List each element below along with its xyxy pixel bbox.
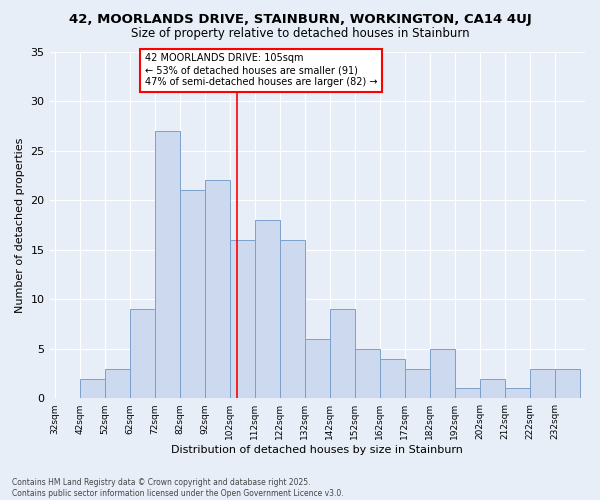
Bar bbox=[555, 368, 580, 398]
Text: Size of property relative to detached houses in Stainburn: Size of property relative to detached ho… bbox=[131, 28, 469, 40]
Bar bbox=[455, 388, 480, 398]
Bar bbox=[355, 349, 380, 399]
X-axis label: Distribution of detached houses by size in Stainburn: Distribution of detached houses by size … bbox=[172, 445, 463, 455]
Bar bbox=[405, 368, 430, 398]
Text: Contains HM Land Registry data © Crown copyright and database right 2025.
Contai: Contains HM Land Registry data © Crown c… bbox=[12, 478, 344, 498]
Bar bbox=[280, 240, 305, 398]
Text: 42 MOORLANDS DRIVE: 105sqm
← 53% of detached houses are smaller (91)
47% of semi: 42 MOORLANDS DRIVE: 105sqm ← 53% of deta… bbox=[145, 54, 377, 86]
Bar bbox=[430, 349, 455, 399]
Bar bbox=[330, 309, 355, 398]
Bar bbox=[205, 180, 230, 398]
Bar bbox=[130, 309, 155, 398]
Bar bbox=[530, 368, 555, 398]
Bar bbox=[230, 240, 255, 398]
Bar bbox=[104, 368, 130, 398]
Bar bbox=[255, 220, 280, 398]
Y-axis label: Number of detached properties: Number of detached properties bbox=[15, 137, 25, 312]
Bar bbox=[179, 190, 205, 398]
Bar bbox=[305, 339, 330, 398]
Bar bbox=[505, 388, 530, 398]
Bar bbox=[80, 378, 104, 398]
Bar bbox=[480, 378, 505, 398]
Bar bbox=[380, 358, 405, 399]
Text: 42, MOORLANDS DRIVE, STAINBURN, WORKINGTON, CA14 4UJ: 42, MOORLANDS DRIVE, STAINBURN, WORKINGT… bbox=[68, 12, 532, 26]
Bar bbox=[155, 131, 179, 398]
